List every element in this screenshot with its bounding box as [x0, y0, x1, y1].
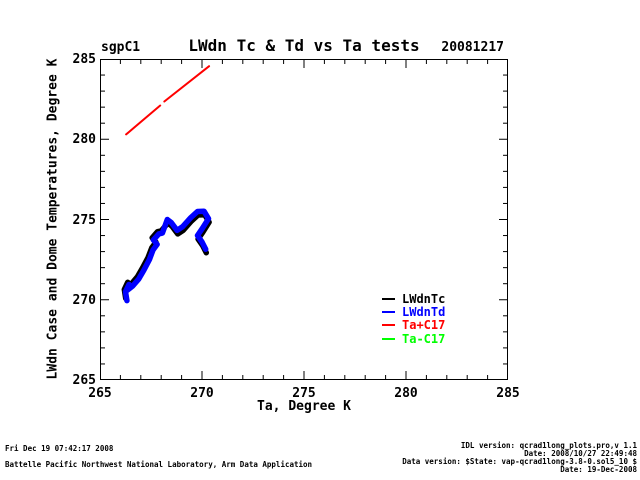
- legend-line-sample: [382, 311, 395, 314]
- laboratory-text: Battelle Pacific Northwest National Labo…: [5, 460, 313, 469]
- legend-line-sample: [382, 324, 395, 327]
- plot-title: LWdn Tc & Td vs Ta tests: [188, 36, 420, 55]
- legend: LWdnTc LWdnTd Ta+C17 Ta-C17: [382, 292, 445, 346]
- legend-item-ta-plus-c17: Ta+C17: [382, 318, 446, 333]
- x-axis-label: Ta, Degree K: [257, 399, 351, 414]
- y-tick-label: 280: [72, 132, 96, 148]
- data-version-text: Data version: $State: vap-qcrad1long-3.8…: [402, 457, 637, 466]
- legend-label: LWdnTc: [402, 291, 446, 306]
- idl-version-text: IDL version: qcrad1long_plots.pro,v 1.1: [460, 441, 637, 450]
- legend-item-lwdntc: LWdnTc: [382, 291, 446, 306]
- version-info: IDL version: qcrad1long_plots.pro,v 1.1 …: [402, 442, 637, 474]
- plot-area: [100, 59, 508, 380]
- plot-frame: [100, 59, 508, 380]
- y-tick-label: 285: [72, 52, 96, 67]
- legend-line-sample: [382, 337, 395, 340]
- series-Ta+C17: [125, 104, 162, 136]
- legend-line-sample: [382, 297, 395, 300]
- x-tick-labels: 265 270 275 280 285: [88, 386, 519, 402]
- legend-label: Ta-C17: [402, 331, 446, 346]
- timestamp-text: Fri Dec 19 07:42:17 2008: [5, 444, 114, 453]
- legend-label: LWdnTd: [402, 305, 446, 320]
- legend-item-lwdntd: LWdnTd: [382, 305, 446, 320]
- y-tick-label: 265: [72, 373, 96, 388]
- x-tick-label: 280: [394, 386, 418, 401]
- series-LWdnTd: [122, 208, 212, 304]
- legend-item-ta-minus-c17: Ta-C17: [382, 331, 446, 346]
- idl-version-date-text: Date: 2008/10/27 22:49:48: [524, 449, 637, 458]
- x-tick-label: 285: [496, 386, 520, 401]
- date-label: 20081217: [441, 40, 504, 55]
- y-tick-label: 275: [72, 212, 96, 228]
- y-tick-label: 270: [72, 292, 96, 308]
- x-tick-label: 275: [292, 386, 316, 401]
- data-version-date-text: Date: 19-Dec-2008: [560, 465, 637, 474]
- site-label: sgpC1: [101, 40, 141, 55]
- legend-label: Ta+C17: [402, 318, 446, 333]
- x-tick-label: 270: [190, 386, 214, 401]
- series-Ta+C17: [163, 65, 211, 103]
- x-tick-label: 265: [88, 386, 112, 401]
